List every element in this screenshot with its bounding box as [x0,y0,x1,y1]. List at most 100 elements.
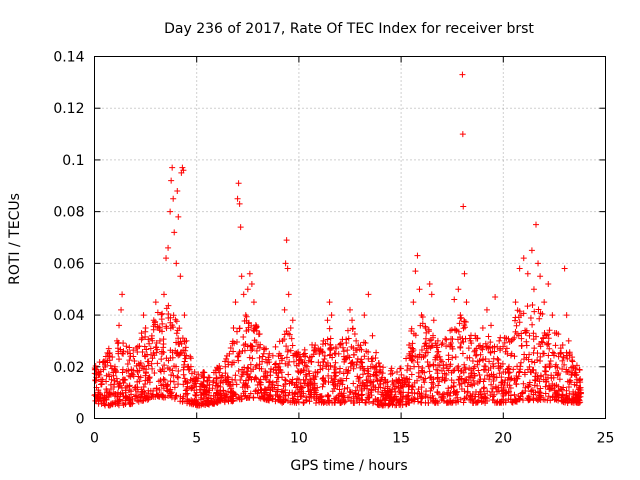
data-point [543,378,550,385]
data-point [357,358,364,365]
data-point [573,362,580,369]
data-point [407,365,414,372]
data-point [443,343,450,350]
data-point [303,397,310,404]
data-point [430,317,437,324]
data-point [174,187,181,194]
data-point [426,337,433,344]
data-point [434,337,441,344]
data-point [545,393,552,400]
data-point [496,370,503,377]
data-point [512,395,519,402]
data-point [322,378,329,385]
data-point [304,363,311,370]
data-point [300,351,307,358]
data-point [521,356,528,363]
data-point [443,371,450,378]
data-point [516,265,523,272]
y-axis-label: ROTI / TECUs [7,193,23,285]
data-point [143,366,150,373]
data-point [128,366,135,373]
data-point [368,387,375,394]
data-point [454,394,461,401]
data-point [524,270,531,277]
data-point [419,320,426,327]
data-point [175,374,182,381]
data-point [230,392,237,399]
data-point [319,383,326,390]
data-point [392,402,399,409]
data-point [537,358,544,365]
data-point [392,388,399,395]
data-point [400,383,407,390]
data-point [267,387,274,394]
data-point [549,349,556,356]
data-point [422,340,429,347]
data-point [472,332,479,339]
data-point [530,330,537,337]
data-point [434,344,441,351]
data-point [228,397,235,404]
data-point [96,359,103,366]
data-point [217,387,224,394]
data-point [441,377,448,384]
data-point [141,343,148,350]
data-point [434,388,441,395]
data-point [153,385,160,392]
data-point [549,312,556,319]
data-point [253,347,260,354]
data-point [152,299,159,306]
data-point [201,384,208,391]
data-point [553,330,560,337]
data-point [327,362,334,369]
data-point [456,320,463,327]
data-point [472,393,479,400]
data-point [522,329,529,336]
data-point [150,393,157,400]
data-point [165,302,172,309]
data-point [114,345,121,352]
data-point [189,384,196,391]
data-point [511,334,518,341]
data-point [512,299,519,306]
data-point [363,348,370,355]
data-point [97,394,104,401]
data-point [432,356,439,363]
data-point [458,380,465,387]
data-point [408,371,415,378]
data-point [491,391,498,398]
data-point [485,345,492,352]
data-point [553,361,560,368]
data-point [465,373,472,380]
data-point [368,355,375,362]
data-point [289,317,296,324]
data-point [138,330,145,337]
data-point [525,383,532,390]
data-point [535,306,542,313]
data-point [367,363,374,370]
data-point [123,343,130,350]
data-point [348,359,355,366]
data-point [545,352,552,359]
data-point [284,347,291,354]
data-point [343,340,350,347]
data-point [105,345,112,352]
data-point [138,336,145,343]
data-point [273,378,280,385]
data-point [213,375,220,382]
data-point [288,335,295,342]
data-point [559,398,566,405]
data-point [337,377,344,384]
data-point [256,394,263,401]
data-point [112,369,119,376]
data-point [165,393,172,400]
data-point [529,321,536,328]
data-point [337,399,344,406]
data-point [443,361,450,368]
data-point [369,355,376,362]
data-point [516,319,523,326]
data-point [576,366,583,373]
data-point [145,362,152,369]
data-point [492,383,499,390]
data-point [283,354,290,361]
